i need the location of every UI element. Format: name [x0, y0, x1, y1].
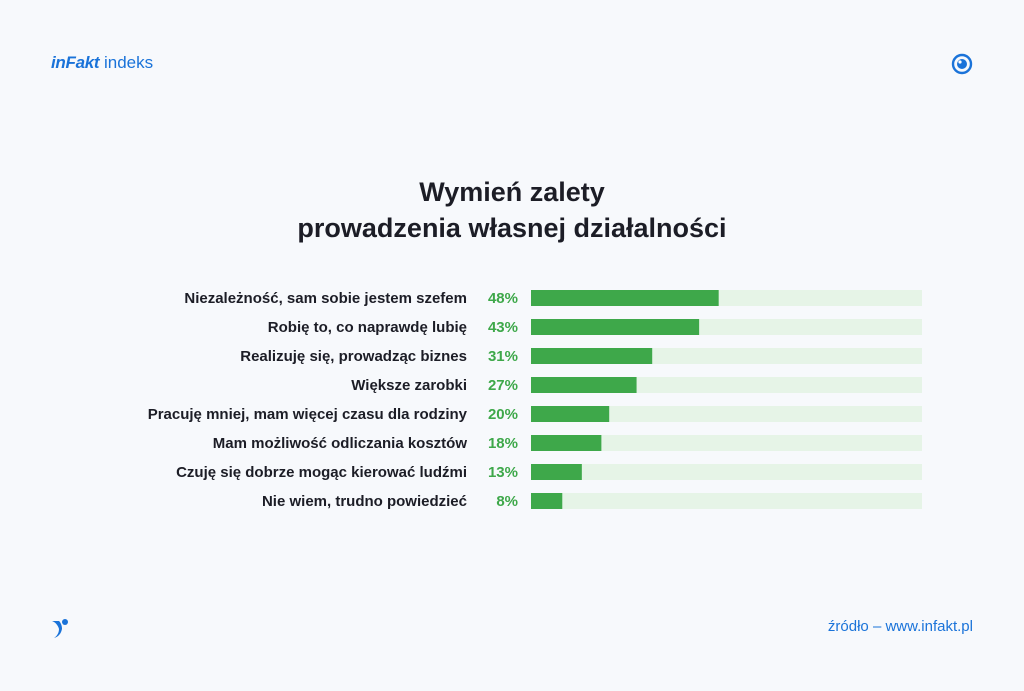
chart-title-line-1: Wymień zalety [419, 177, 605, 207]
value-label: 43% [488, 319, 518, 336]
category-label: Mam możliwość odliczania kosztów [213, 435, 468, 452]
bar [531, 435, 602, 451]
value-label: 20% [488, 406, 518, 423]
infakt-indeks-logo: inFakt indeks [51, 53, 153, 73]
source-text: źródło – www.infakt.pl [827, 618, 973, 635]
bar-track [531, 493, 922, 509]
value-label: 18% [488, 435, 518, 452]
bird-icon [52, 619, 68, 638]
logo-suffix: indeks [104, 53, 154, 72]
value-label: 13% [488, 464, 518, 481]
category-label: Większe zarobki [351, 377, 467, 394]
value-label: 48% [488, 290, 518, 307]
chart-title-line-2: prowadzenia własnej działalności [297, 213, 727, 243]
bar-track [531, 464, 922, 480]
bar [531, 406, 610, 422]
value-label: 8% [496, 493, 518, 510]
category-label: Niezależność, sam sobie jestem szefem [184, 290, 467, 307]
bar [531, 290, 719, 306]
category-label: Realizuję się, prowadząc biznes [240, 348, 467, 365]
value-label: 31% [488, 348, 518, 365]
category-label: Robię to, co naprawdę lubię [268, 319, 467, 336]
value-label: 27% [488, 377, 518, 394]
logo-brand: inFakt [51, 53, 100, 72]
category-label: Pracuję mniej, mam więcej czasu dla rodz… [148, 406, 468, 423]
category-label: Czuję się dobrze mogąc kierować ludźmi [176, 464, 467, 481]
chart-title: Wymień zalety prowadzenia własnej działa… [0, 174, 1024, 246]
bar [531, 493, 563, 509]
category-label: Nie wiem, trudno powiedzieć [262, 493, 467, 510]
bar [531, 464, 582, 480]
bar [531, 319, 700, 335]
bar-track [531, 435, 922, 451]
bar [531, 377, 637, 393]
eye-icon [951, 53, 973, 75]
bar [531, 348, 653, 364]
bar-track [531, 406, 922, 422]
